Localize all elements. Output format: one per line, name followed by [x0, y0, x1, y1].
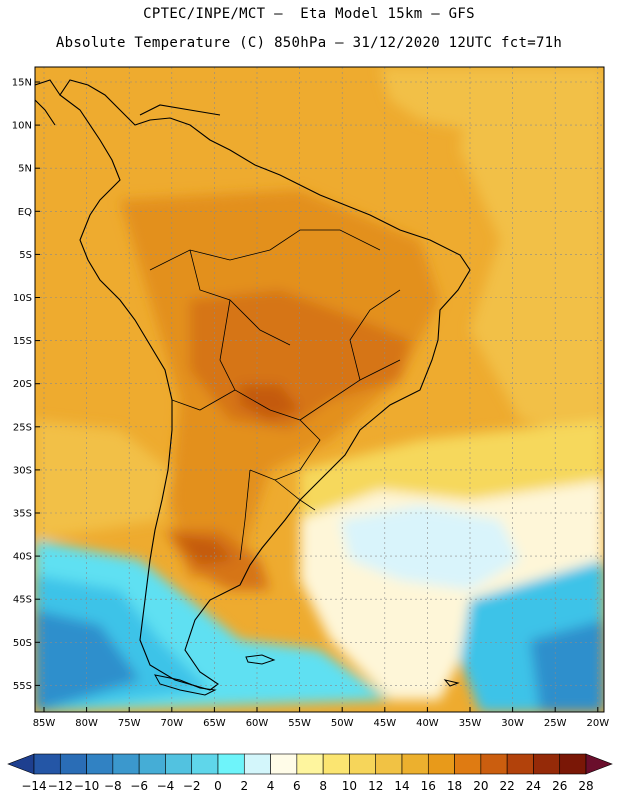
colorbar: −14 −12 −10 −8 −6 −4 −2 0 2 4 6 8 10 12 14 16 18 20 22 24 26… [7, 753, 613, 793]
colorbar-label: 24 [526, 779, 541, 793]
colorbar-label: −14 [21, 779, 46, 793]
colorbar-max-arrow [585, 753, 613, 775]
colorbar-swatch [270, 753, 298, 775]
colorbar-swatch [138, 753, 166, 775]
colorbar-label: 12 [368, 779, 383, 793]
colorbar-label: 22 [500, 779, 515, 793]
field-light-east [460, 67, 604, 440]
central-america-coastline [35, 79, 221, 126]
field-blue-southeast [530, 620, 604, 712]
map-field [35, 67, 604, 712]
latitude-axis: 15N 10N 5N EQ 5S 10S 15S 20S 25S 30S 35S 40S 45S 50S 5… [12, 78, 40, 692]
lon-tick-label: 20W [586, 718, 609, 729]
lat-tick-label: 45S [13, 595, 32, 606]
lat-tick-label: 50S [13, 638, 32, 649]
colorbar-label: 6 [293, 779, 301, 793]
colorbar-label: −10 [74, 779, 99, 793]
colorbar-swatch [533, 753, 561, 775]
lat-tick-label: EQ [18, 207, 32, 218]
lat-tick-label: 5S [19, 250, 32, 261]
colorbar-label: −4 [157, 779, 175, 793]
colorbar-label: −12 [48, 779, 73, 793]
lon-tick-label: 25W [544, 718, 567, 729]
colorbar-label: −8 [104, 779, 122, 793]
colorbar-swatch [375, 753, 403, 775]
colorbar-label: 0 [214, 779, 222, 793]
lon-tick-label: 35W [459, 718, 482, 729]
map-title-line-2: Absolute Temperature (C) 850hPa – 31/12/… [55, 35, 563, 51]
falkland-islands [245, 654, 276, 665]
lat-tick-label: 5N [18, 164, 32, 175]
colorbar-swatch [33, 753, 61, 775]
lon-tick-label: 45W [373, 718, 396, 729]
colorbar-swatch [559, 753, 587, 775]
longitude-axis: 85W 80W 75W 70W 65W 60W 55W 50W 45W 40W 35W 30W 25W 2… [33, 707, 609, 729]
lat-tick-label: 10S [13, 293, 32, 304]
south-georgia-island [443, 679, 460, 687]
lat-tick-label: 40S [13, 552, 32, 563]
lat-tick-label: 15N [12, 78, 32, 89]
colorbar-swatch [296, 753, 324, 775]
colorbar-swatch [349, 753, 377, 775]
field-light-pacific [35, 420, 170, 540]
lon-tick-label: 60W [246, 718, 269, 729]
colorbar-label: 2 [240, 779, 248, 793]
lat-tick-label: 35S [13, 509, 32, 520]
map-title-line-1: CPTEC/INPE/MCT – Eta Model 15km – GFS [143, 6, 475, 22]
field-blue-southwest [35, 610, 140, 712]
lon-tick-label: 85W [33, 718, 56, 729]
colorbar-swatch [86, 753, 114, 775]
colorbar-label: 8 [319, 779, 327, 793]
colorbar-swatch [59, 753, 87, 775]
lat-tick-label: 25S [13, 422, 32, 433]
field-hotter-patagonia [175, 535, 235, 565]
colorbar-swatch [322, 753, 350, 775]
colorbar-label: 10 [342, 779, 357, 793]
field-warm-light-north [380, 67, 470, 130]
colorbar-labels: −14 −12 −10 −8 −6 −4 −2 0 2 4 6 8 10 12 14 16 18 20 22 24 26… [21, 779, 593, 793]
colorbar-label: −6 [130, 779, 148, 793]
colorbar-min-arrow [7, 753, 35, 775]
colorbar-swatch [454, 753, 482, 775]
colorbar-label: 26 [552, 779, 567, 793]
colorbar-label: 20 [473, 779, 488, 793]
colorbar-swatch [191, 753, 219, 775]
lat-tick-label: 10N [12, 121, 32, 132]
country-borders [149, 229, 401, 561]
lat-tick-label: 15S [13, 336, 32, 347]
colorbar-swatch [112, 753, 140, 775]
lat-tick-label: 30S [13, 465, 32, 476]
colorbar-swatches [7, 753, 613, 775]
lon-tick-label: 75W [118, 718, 141, 729]
colorbar-swatch [217, 753, 245, 775]
colorbar-swatch [427, 753, 455, 775]
lon-tick-label: 65W [203, 718, 226, 729]
colorbar-label: −2 [183, 779, 201, 793]
colorbar-label: 16 [421, 779, 436, 793]
lon-tick-label: 80W [75, 718, 98, 729]
lat-tick-label: 20S [13, 379, 32, 390]
colorbar-swatch [401, 753, 429, 775]
map-frame [34, 66, 605, 713]
lat-tick-label: 55S [13, 681, 32, 692]
lon-tick-label: 70W [160, 718, 183, 729]
temperature-map: 15N 10N 5N EQ 5S 10S 15S 20S 25S 30S 35S 40S 45S 50S 5… [12, 66, 609, 729]
colorbar-label: 4 [267, 779, 275, 793]
colorbar-swatch [243, 753, 271, 775]
colorbar-label: 28 [578, 779, 593, 793]
lon-tick-label: 50W [331, 718, 354, 729]
lon-tick-label: 30W [501, 718, 524, 729]
field-hotter-core [240, 385, 300, 420]
colorbar-swatch [480, 753, 508, 775]
colorbar-swatch [165, 753, 193, 775]
colorbar-label: 18 [447, 779, 462, 793]
colorbar-label: 14 [394, 779, 409, 793]
tierra-del-fuego [154, 674, 217, 696]
south-america-coastline [59, 79, 471, 691]
lon-tick-label: 55W [288, 718, 311, 729]
colorbar-swatch [506, 753, 534, 775]
lon-tick-label: 40W [416, 718, 439, 729]
